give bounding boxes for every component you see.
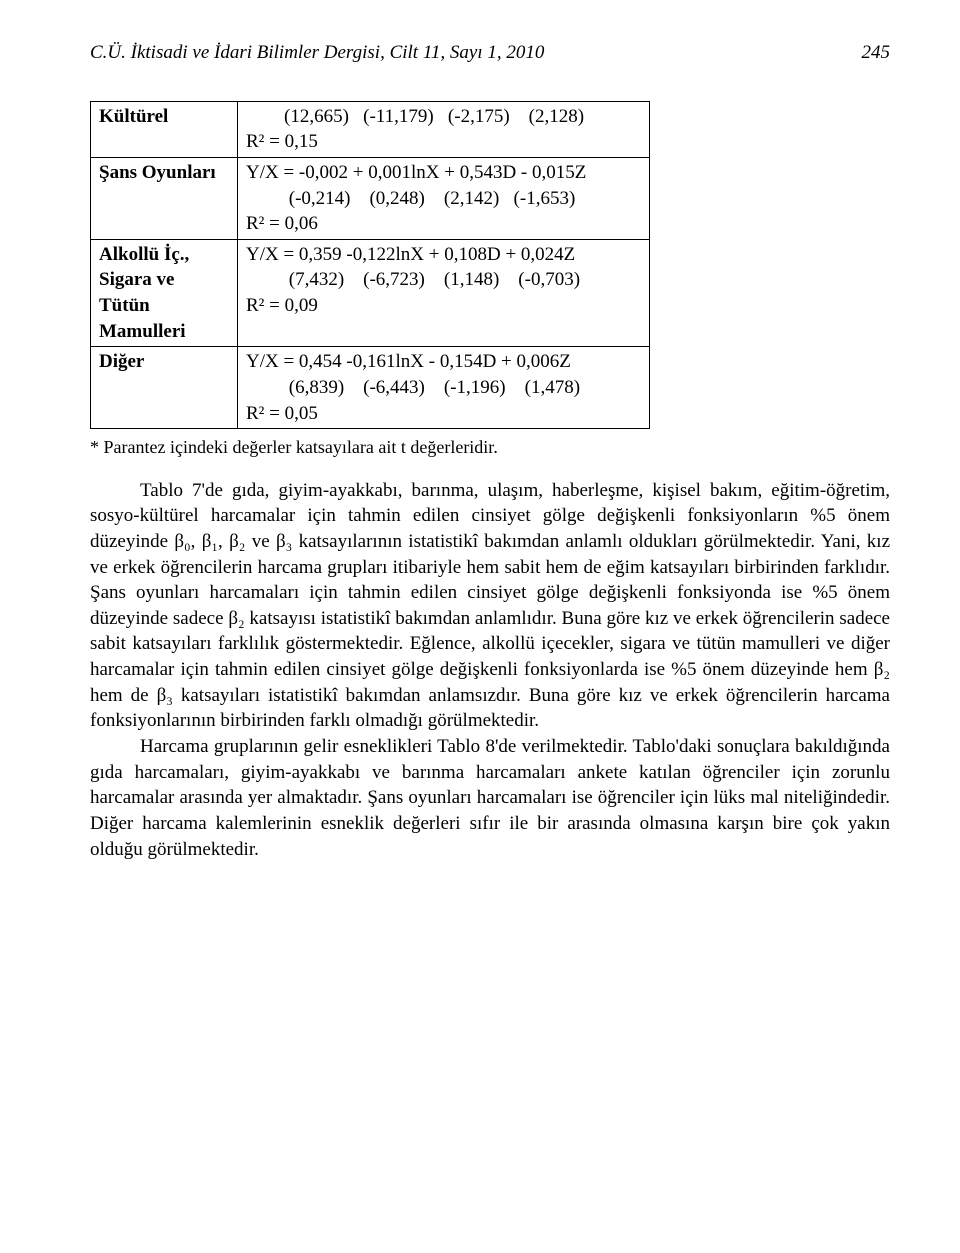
formula-line: R² = 0,06 [246,211,641,237]
formula-line: (12,665) (-11,179) (-2,175) (2,128) [246,104,641,130]
row-label: Kültürel [91,101,238,157]
results-table: Kültürel (12,665) (-11,179) (-2,175) (2,… [90,101,650,430]
row-label: Alkollü İç., Sigara ve Tütün Mamulleri [91,239,238,347]
formula-line: (-0,214) (0,248) (2,142) (-1,653) [246,186,641,212]
table-row: Diğer Y/X = 0,454 -0,161lnX - 0,154D + 0… [91,347,650,429]
row-label: Şans Oyunları [91,157,238,239]
journal-title: C.Ü. İktisadi ve İdari Bilimler Dergisi,… [90,40,544,66]
formula-line: Y/X = -0,002 + 0,001lnX + 0,543D - 0,015… [246,160,641,186]
page-number: 245 [862,40,891,66]
row-label: Diğer [91,347,238,429]
formula-line: (6,839) (-6,443) (-1,196) (1,478) [246,375,641,401]
formula-line: Y/X = 0,454 -0,161lnX - 0,154D + 0,006Z [246,349,641,375]
formula-line: Y/X = 0,359 -0,122lnX + 0,108D + 0,024Z [246,242,641,268]
table-row: Kültürel (12,665) (-11,179) (-2,175) (2,… [91,101,650,157]
row-content: (12,665) (-11,179) (-2,175) (2,128) R² =… [238,101,650,157]
row-content: Y/X = 0,454 -0,161lnX - 0,154D + 0,006Z … [238,347,650,429]
table-row: Şans Oyunları Y/X = -0,002 + 0,001lnX + … [91,157,650,239]
formula-line: R² = 0,15 [246,129,641,155]
table-footnote: * Parantez içindeki değerler katsayılara… [90,435,890,459]
page-header: C.Ü. İktisadi ve İdari Bilimler Dergisi,… [90,40,890,66]
formula-line: R² = 0,09 [246,293,641,319]
body-paragraph-1: Tablo 7'de gıda, giyim-ayakkabı, barınma… [90,478,890,734]
row-content: Y/X = 0,359 -0,122lnX + 0,108D + 0,024Z … [238,239,650,347]
table-row: Alkollü İç., Sigara ve Tütün Mamulleri Y… [91,239,650,347]
formula-line: R² = 0,05 [246,401,641,427]
body-paragraph-2: Harcama gruplarının gelir esneklikleri T… [90,734,890,862]
formula-line: (7,432) (-6,723) (1,148) (-0,703) [246,267,641,293]
row-content: Y/X = -0,002 + 0,001lnX + 0,543D - 0,015… [238,157,650,239]
